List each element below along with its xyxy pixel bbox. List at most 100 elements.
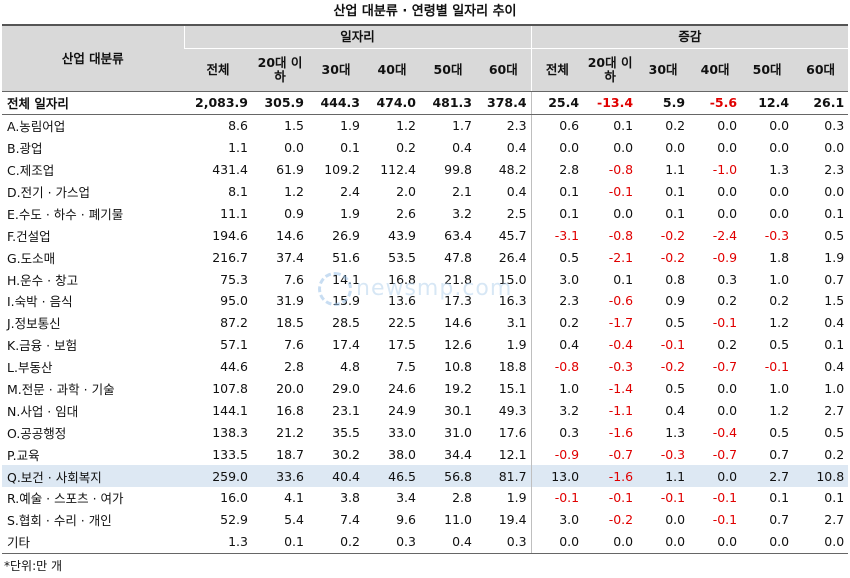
table-cell: 14.6 (276, 227, 304, 243)
table-cell: -0.4 (608, 337, 634, 353)
table-cell: 3.8 (340, 490, 360, 506)
table-cell: 0.4 (530, 333, 584, 356)
table-cell: -0.1 (608, 490, 634, 506)
table-cell: 2.0 (396, 184, 416, 199)
row-label: O.공공행정 (7, 425, 67, 441)
table-cell: -1.0 (712, 162, 738, 178)
table-cell: -0.1 (712, 315, 738, 331)
table-cell: 38.0 (388, 446, 416, 462)
table-cell: 133.5 (212, 446, 248, 462)
table-cell: 56.8 (420, 465, 476, 488)
table-cell: 0.5 (665, 381, 686, 397)
table-cell: -0.2 (660, 249, 686, 265)
table-cell: -0.3 (660, 446, 686, 462)
table-cell: 1.7 (452, 118, 472, 134)
change-group-header: 증감 (530, 24, 849, 49)
table-cell: 1.9 (824, 249, 845, 265)
table-cell: 30.2 (332, 446, 360, 462)
table-cell: 4.1 (284, 490, 304, 506)
table-cell: 46.5 (364, 465, 420, 488)
table-cell: -0.1 (660, 490, 686, 506)
table-cell: 7.4 (340, 512, 360, 528)
row-label: D.전기 · 가스업 (7, 185, 91, 200)
row-label: 전체 일자리 (2, 91, 184, 115)
table-row: R.예술 · 스포츠 · 여가 16.0 4.1 3.8 3.4 2.8 1.9 -0.1 -0… (2, 487, 848, 509)
table-cell: -0.1 (608, 184, 634, 199)
table-cell: 15.0 (498, 271, 527, 287)
table-cell: 1.0 (530, 377, 584, 400)
table-row: M.전문 · 과학 · 기술 107.8 20.0 29.0 24.6 19.2 15.1 1… (2, 377, 848, 400)
table-cell: 3.0 (530, 268, 584, 291)
table-row: H.운수 · 창고 75.3 7.6 14.1 16.8 21.8 15.0 3.0 0.1 0.… (2, 268, 848, 291)
table-cell: 3.2 (530, 399, 584, 422)
table-cell: -1.4 (608, 381, 634, 397)
unit-note: *단위:만 개 (4, 558, 63, 573)
table-row: S.협회 · 수리 · 개인 52.9 5.4 7.4 9.6 11.0 19.4 3.0 -0… (2, 508, 848, 531)
table-cell: 3.2 (452, 205, 472, 221)
column-header: 60대 (476, 48, 532, 92)
table-cell: 0.0 (717, 402, 738, 418)
column-header: 20대 이하 (583, 48, 638, 92)
table-cell: 2.8 (530, 158, 584, 181)
table-cell: 0.4 (506, 140, 527, 156)
row-label: 기타 (2, 530, 184, 554)
table-cell: 2,083.9 (184, 91, 252, 115)
table-cell: 1.0 (824, 381, 845, 397)
table-cell: 28.5 (332, 315, 360, 331)
table-cell: -0.1 (712, 490, 738, 506)
table-cell: -1.6 (583, 465, 638, 488)
table-cell: -1.7 (608, 315, 634, 331)
table-cell: 34.4 (444, 446, 472, 462)
table-cell: 0.4 (452, 140, 472, 156)
table-cell: 5.9 (637, 91, 690, 115)
table-cell: 1.9 (506, 490, 527, 506)
row-label: E.수도 · 하수 · 폐기물 (7, 206, 124, 222)
table-cell: 9.6 (396, 512, 416, 528)
table-cell: 1.2 (396, 118, 416, 134)
table-cell: 30.1 (444, 402, 472, 418)
table-cell: 2.7 (824, 402, 845, 418)
table-cell: 81.7 (476, 465, 532, 488)
table-cell: 0.0 (717, 140, 738, 156)
row-label: S.협회 · 수리 · 개인 (7, 513, 112, 529)
table-cell: 15.9 (332, 293, 360, 309)
table-cell: 0.1 (665, 184, 686, 199)
table-cell: 18.5 (276, 315, 304, 331)
table-cell: -2.1 (608, 249, 634, 265)
column-header: 전체 (530, 48, 584, 92)
table-cell: 21.2 (276, 424, 304, 440)
table-cell: 0.0 (665, 512, 686, 528)
table-cell: -0.3 (764, 227, 790, 243)
row-label: J.정보통신 (7, 316, 61, 332)
table-row: D.전기 · 가스업 8.1 1.2 2.4 2.0 2.1 0.4 0.1 -0.1 0.1 0.… (2, 180, 848, 203)
table-cell: 0.9 (284, 205, 304, 221)
table-cell: 52.9 (220, 512, 248, 528)
table-cell: 0.3 (717, 271, 738, 287)
table-cell: 26.9 (332, 227, 360, 243)
table-cell: 1.2 (769, 402, 790, 418)
table-cell: 2.6 (396, 205, 416, 221)
table-cell: -0.9 (712, 249, 738, 265)
table-cell: 3.0 (530, 508, 584, 531)
table-cell: -0.3 (608, 359, 634, 375)
table-row: C.제조업 431.4 61.9 109.2 112.4 99.8 48.2 2.8 -0.8 1… (2, 158, 848, 181)
table-cell: 0.0 (769, 118, 790, 134)
table-cell: 0.7 (824, 271, 845, 287)
table-cell: 0.0 (824, 140, 845, 156)
table-cell: 0.0 (769, 205, 790, 221)
row-label: N.사업 · 임대 (7, 403, 79, 419)
table-cell: 1.5 (824, 293, 845, 309)
table-cell: -0.2 (660, 227, 686, 243)
table-cell: 0.7 (769, 446, 790, 462)
column-header: 30대 (308, 48, 364, 92)
table-cell: -0.2 (608, 512, 634, 528)
table-cell: 3.4 (396, 490, 416, 506)
table-cell: 7.5 (396, 359, 416, 375)
table-cell: 0.6 (530, 114, 584, 137)
table-cell: 14.6 (444, 315, 472, 331)
table-cell: 0.5 (824, 424, 845, 440)
table-cell: 109.2 (324, 162, 360, 178)
table-cell: -0.1 (660, 337, 686, 353)
table-cell: 0.2 (769, 293, 790, 309)
table-row: O.공공행정 138.3 21.2 35.5 33.0 31.0 17.6 0.3 -1.6 1.… (2, 421, 848, 444)
